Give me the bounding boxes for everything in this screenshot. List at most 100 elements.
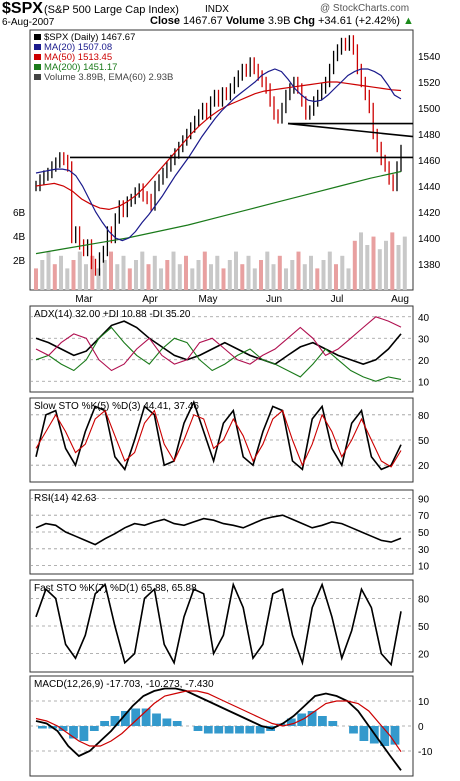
month-label: Aug [391,294,409,305]
volume-bar [184,255,188,290]
indicator-tick-label: 40 [418,313,430,324]
macd-line [35,687,402,771]
close-value: 1467.67 [183,15,223,27]
macd-histogram-bar [100,721,109,726]
indicator-tick-label: 20 [418,461,430,472]
volume-bar [177,264,182,290]
macd-histogram-bar [328,721,338,726]
volume-bar [327,251,332,290]
volume-bar [84,264,88,290]
price-tick-label: 1380 [418,260,441,271]
volume-bar [202,251,207,290]
price-tick-label: 1520 [418,78,441,89]
volume-bar [365,245,370,290]
volume-bar [109,251,113,290]
volume-bar [115,264,120,290]
indicator-title: Fast STO %K(7) %D(1) 65.88, 65.88 [34,583,197,594]
indicator-title: Slow STO %K(5) %D(3) 44.41, 37.46 [34,401,199,412]
macd-histogram-bar [172,721,182,726]
volume-bar [277,255,282,290]
volume-bar [152,255,157,290]
price-tick-label: 1460 [418,156,441,167]
indicator-tick-label: 20 [418,650,430,661]
month-label: Jun [266,294,282,305]
volume-bar [221,268,226,290]
macd-histogram-bar [235,726,244,734]
indicator-tick-label: 50 [418,528,430,539]
indicator-tick-label: 90 [418,494,430,505]
indicator-line [35,320,402,365]
macd-histogram-bar [58,726,68,731]
volume-bar [377,249,382,290]
legend-swatch [34,64,41,70]
legend-entry: $SPX (Daily) 1467.67 [44,32,135,43]
volume-bar [71,260,76,290]
volume-bar [340,255,345,290]
volume-bar [271,264,276,290]
volume-tick-label: 4B [13,232,26,243]
macd-histogram-bar [79,726,89,741]
volume-tick-label: 2B [13,256,26,267]
volume-bar [234,251,238,290]
volume-bar [384,240,388,290]
chg-value: +34.61 (+2.42%) [318,15,400,27]
legend-entry: MA(20) 1507.08 [44,42,112,53]
indicator-line [35,400,402,472]
volume-bar [371,236,376,290]
indicator-title: MACD(12,26,9) -17.703, -10.273, -7.430 [34,679,214,690]
indicator-tick-label: 80 [418,411,430,422]
macd-histogram-bar [245,726,255,734]
volume-bar [102,260,107,290]
legend-entry: MA(50) 1513.45 [44,52,112,63]
legend-swatch [34,54,41,60]
indicator-tick-label: 80 [418,594,430,605]
trend-line [287,122,414,138]
volume-bar [159,268,163,290]
price-tick-label: 1540 [418,52,441,63]
macd-histogram-bar [193,726,203,731]
macd-histogram-bar [390,726,400,745]
macd-histogram-bar [214,726,224,734]
volume-bar [309,255,313,290]
indicator-line [35,581,402,667]
volume-tick-label: 6B [13,208,26,219]
month-label: May [199,294,218,305]
month-label: Jul [331,294,344,305]
close-stat: Close 1467.67 Volume 3.9B Chg +34.61 (+2… [150,15,414,27]
index-name: (S&P 500 Large Cap Index) [44,4,179,16]
panel-frame-1 [29,305,414,393]
volume-bar [96,268,101,290]
volume-bar [140,251,145,290]
indicator-tick-label: 50 [418,622,430,633]
indicator-tick-label: 70 [418,511,430,522]
indicator-line [35,326,402,382]
volume-bar [127,268,132,290]
macd-histogram-bar [38,726,47,729]
volume-bar [265,251,270,290]
indicator-tick-label: 10 [418,377,430,388]
volume-label: Volume [225,15,265,27]
volume-bar [296,251,301,290]
volume-bar [46,251,51,290]
macd-histogram-bar [349,726,358,734]
indicator-tick-label: -10 [418,747,433,758]
volume-bar [209,264,213,290]
indicator-title: RSI(14) 42.63 [34,493,97,504]
price-tick-label: 1420 [418,208,441,219]
volume-bar [59,255,63,290]
macd-histogram-bar [286,718,296,726]
indicator-line [35,514,402,546]
volume-bar [402,236,407,290]
indicator-tick-label: 30 [418,545,430,556]
volume-value: 3.9B [267,15,291,27]
price-tick-label: 1400 [418,234,441,245]
macd-histogram-bar [141,708,151,726]
month-label: Apr [142,294,158,305]
ma200-line [35,170,402,255]
volume-bar [215,255,220,290]
price-tick-label: 1440 [418,182,441,193]
volume-bar [315,268,320,290]
legend-swatch [34,34,41,40]
indicator-tick-label: 10 [418,697,430,708]
